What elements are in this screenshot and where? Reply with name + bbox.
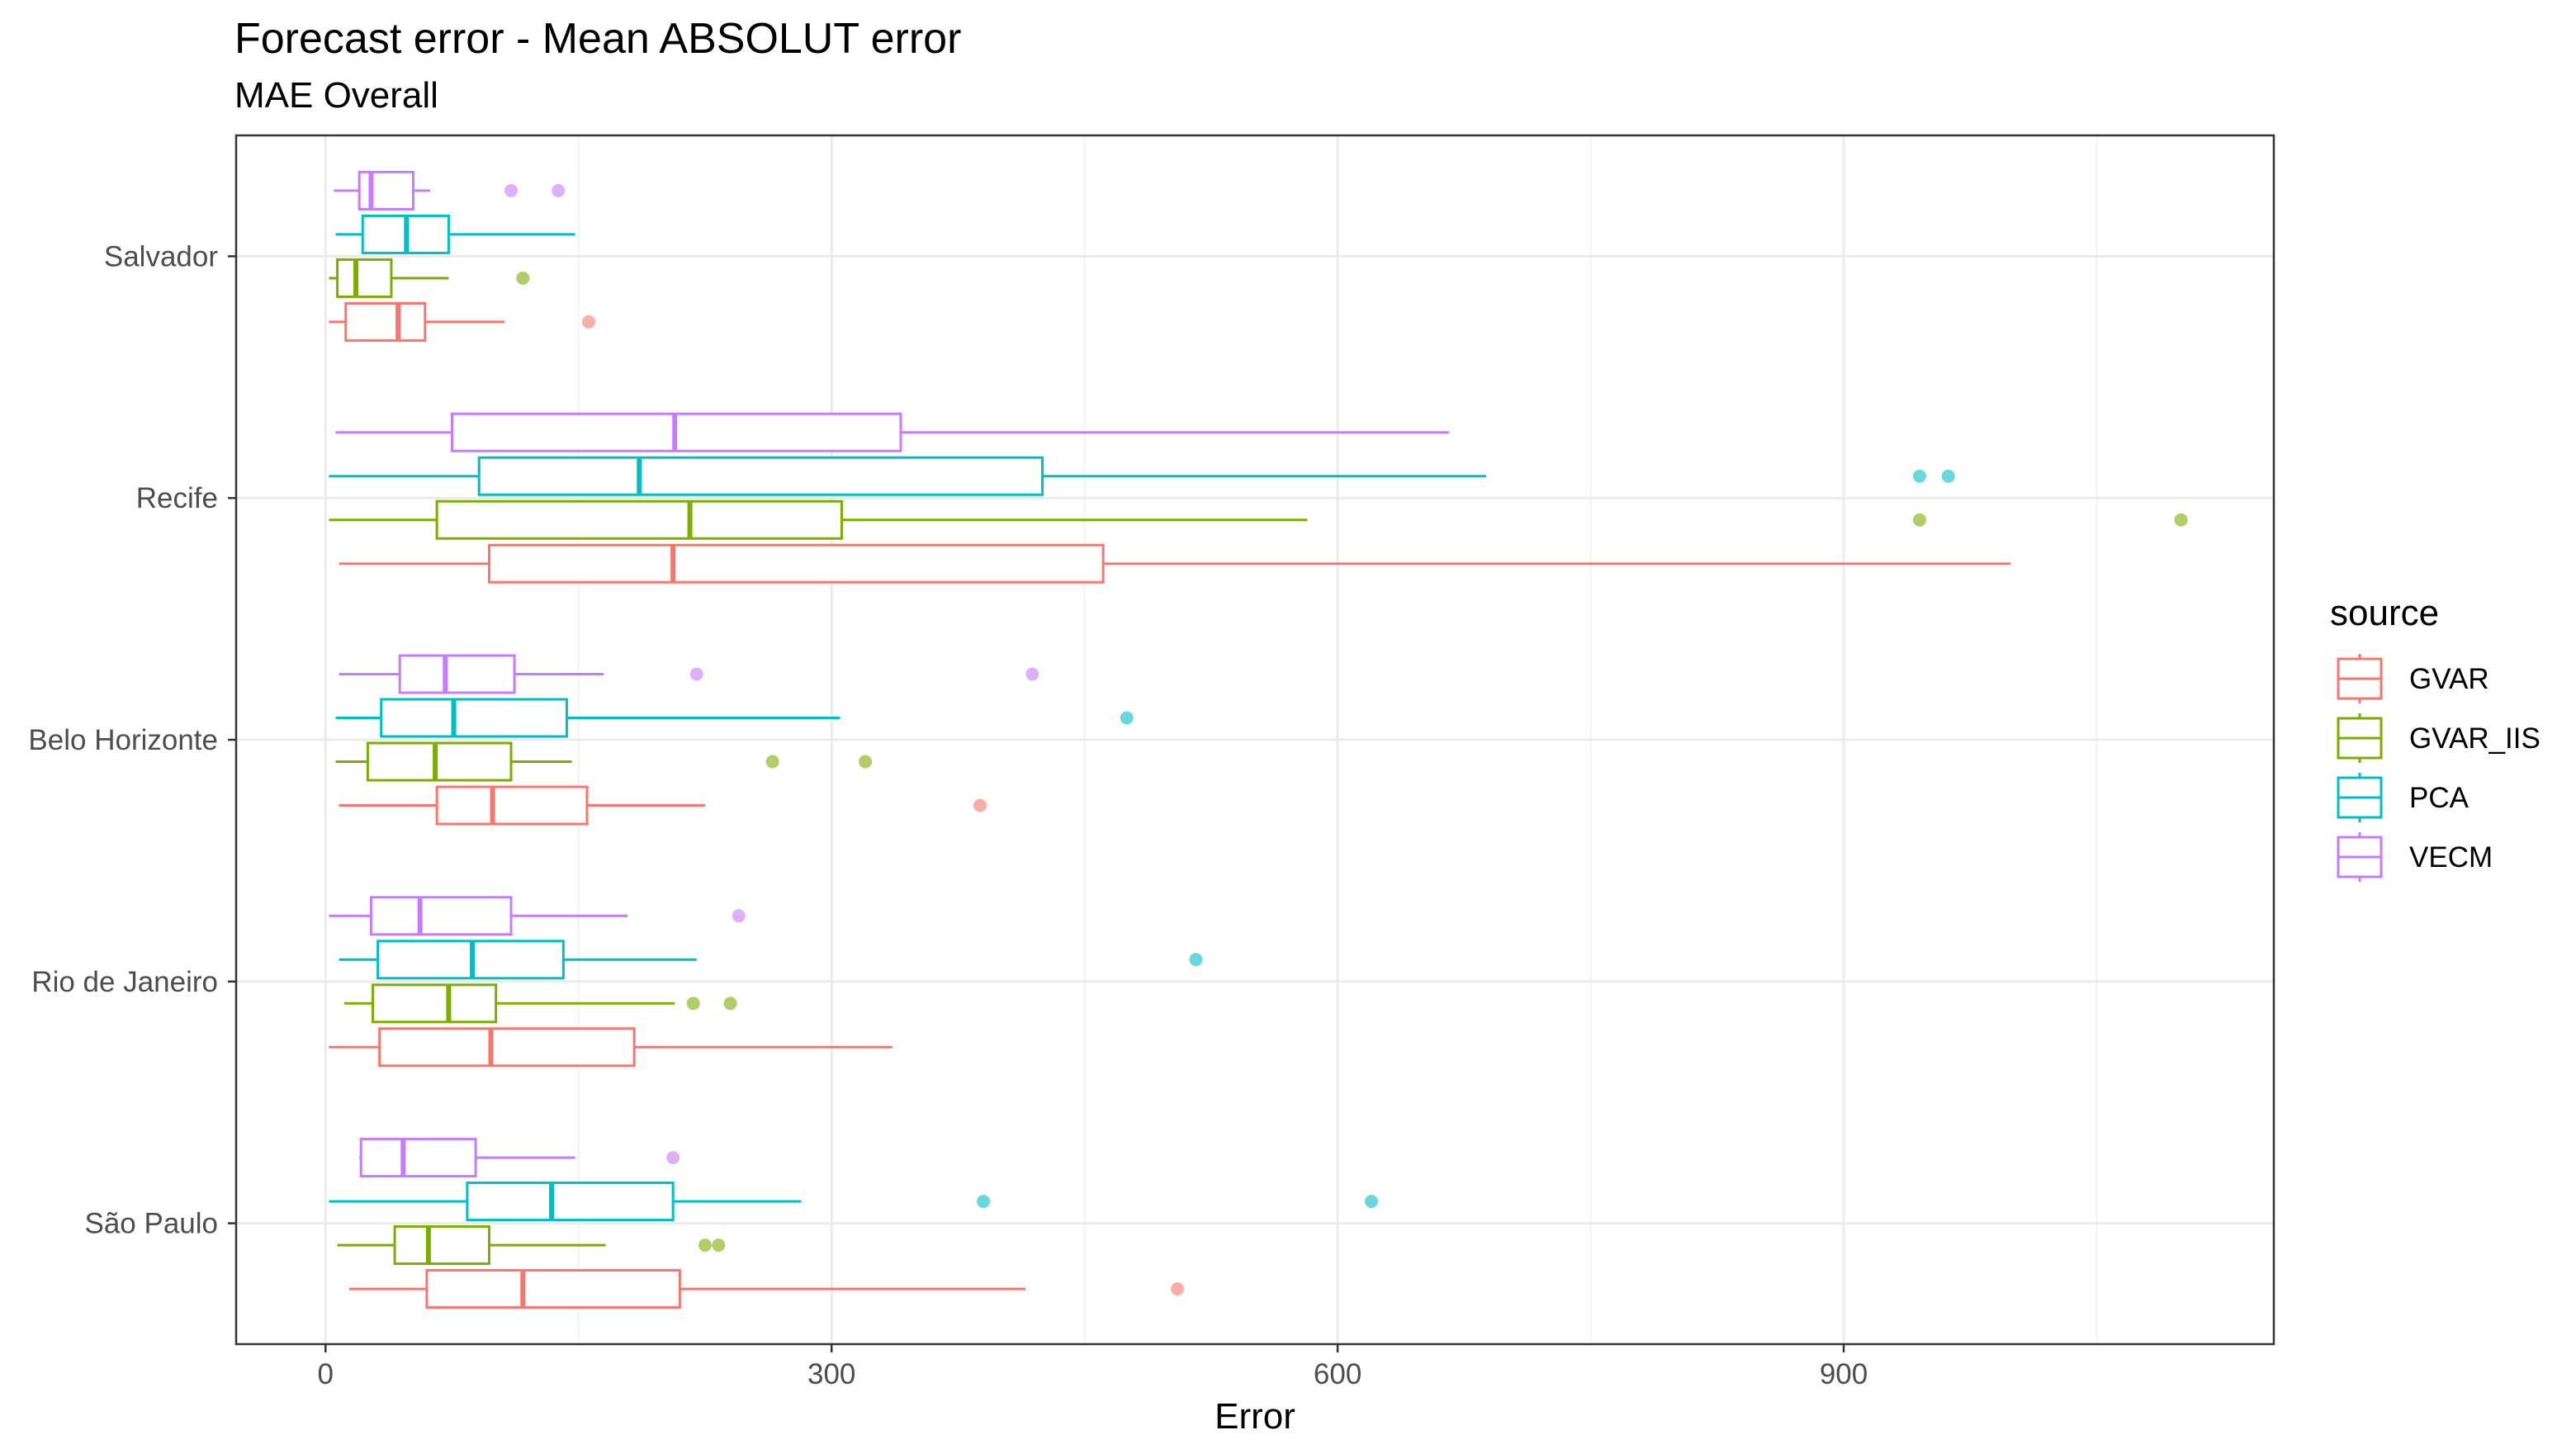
y-tick-label: Rio de Janeiro	[31, 966, 218, 998]
x-axis-title: Error	[1215, 1396, 1295, 1437]
outlier-point	[712, 1238, 726, 1252]
box	[477, 456, 1044, 496]
box	[358, 170, 415, 211]
plot-area: 0 300 600 900 Salvador Recife Belo Horizonte Ri…	[28, 134, 2275, 1390]
outlier-point	[1912, 469, 1926, 483]
box	[435, 785, 589, 826]
x-tick-label: 900	[1820, 1358, 1868, 1390]
outlier-point	[666, 1151, 680, 1165]
legend-item: GVAR_IIS	[2337, 713, 2540, 763]
legend-label: PCA	[2409, 782, 2469, 814]
outlier-point	[698, 1238, 712, 1252]
box	[336, 258, 393, 298]
legend-item: PCA	[2337, 773, 2469, 822]
x-tick-label: 0	[318, 1358, 334, 1390]
outlier-point	[723, 997, 737, 1011]
outlier-point	[765, 755, 779, 769]
y-tick-label: Belo Horizonte	[28, 724, 218, 756]
outlier-point	[552, 183, 566, 197]
outlier-point	[581, 315, 595, 329]
legend-label: GVAR_IIS	[2409, 722, 2540, 755]
chart-subtitle: MAE Overall	[234, 75, 438, 116]
y-tick-label: São Paulo	[84, 1208, 218, 1240]
box	[393, 1225, 490, 1266]
box	[366, 741, 513, 782]
legend-item: GVAR	[2337, 654, 2489, 703]
box	[435, 500, 843, 540]
legend-label: VECM	[2409, 841, 2493, 874]
box	[398, 654, 516, 694]
legend-label: GVAR	[2409, 663, 2489, 695]
chart-title: Forecast error - Mean ABSOLUT error	[234, 15, 961, 63]
box	[487, 543, 1105, 584]
outlier-point	[1171, 1282, 1185, 1296]
box	[425, 1269, 681, 1309]
outlier-point	[859, 755, 873, 769]
box	[380, 698, 568, 738]
outlier-point	[977, 1195, 991, 1209]
x-tick-label: 600	[1314, 1358, 1361, 1390]
outlier-point	[686, 997, 700, 1011]
legend-title: source	[2330, 593, 2439, 633]
legend-item: VECM	[2337, 832, 2493, 882]
y-tick-label: Recife	[136, 482, 218, 514]
y-tick-label: Salvador	[104, 240, 218, 272]
x-tick-label: 300	[807, 1358, 855, 1390]
outlier-point	[1189, 953, 1203, 967]
box	[369, 896, 513, 936]
outlier-point	[504, 183, 519, 197]
outlier-point	[973, 798, 987, 812]
outlier-point	[2174, 513, 2188, 527]
outlier-point	[689, 667, 703, 681]
legend: source GVAR GVAR_IIS PCA VECM	[2330, 593, 2540, 882]
outlier-point	[1025, 667, 1039, 681]
box	[344, 301, 427, 342]
outlier-point	[732, 909, 746, 923]
box	[466, 1181, 675, 1222]
outlier-point	[1941, 469, 1955, 483]
outlier-point	[516, 271, 530, 285]
outlier-point	[1364, 1195, 1378, 1209]
box	[378, 1027, 636, 1068]
outlier-point	[1912, 513, 1926, 527]
outlier-point	[1120, 711, 1134, 725]
box	[359, 1138, 477, 1178]
box	[371, 983, 498, 1024]
